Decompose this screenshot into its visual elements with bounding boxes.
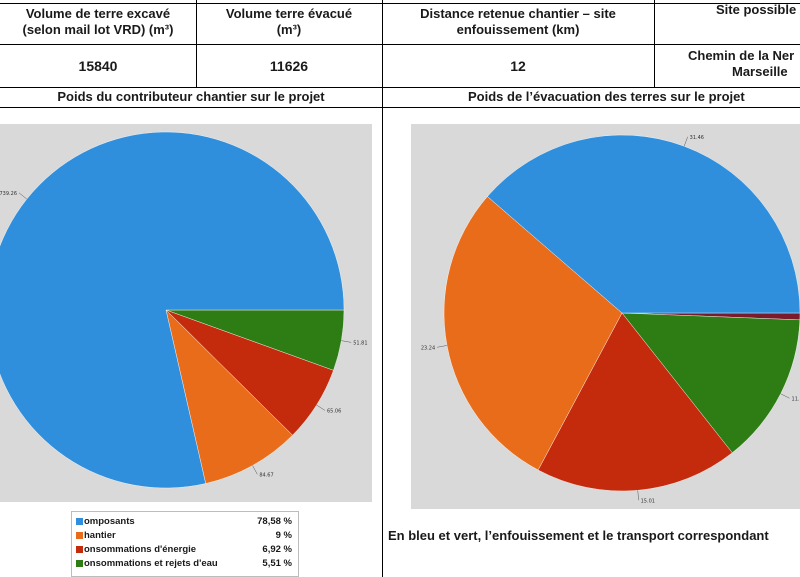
- legend-swatch: [76, 560, 83, 567]
- pie-data-label: 65.06: [327, 408, 341, 414]
- pie-data-label: 51.81: [353, 340, 367, 346]
- pie-label-leader: [437, 345, 448, 348]
- legend-swatch: [76, 546, 83, 553]
- table-col-line-2: [382, 0, 383, 577]
- pie-data-label: 11.: [792, 396, 800, 402]
- legend-swatch: [76, 532, 83, 539]
- header-distance: Distance retenue chantier – site enfouiss…: [420, 6, 616, 37]
- section-title-right: Poids de l’évacuation des terres sur le …: [468, 89, 745, 104]
- legend-swatch: [76, 518, 83, 525]
- pie-data-label: 739.26: [0, 191, 17, 197]
- pie-data-label: 23.24: [421, 345, 435, 351]
- right-caption: En bleu et vert, l’enfouissement et le t…: [388, 528, 769, 543]
- pie-slice-bleu: [487, 134, 800, 314]
- pie-data-label: 84.67: [259, 472, 273, 478]
- pie-data-label: 15.01: [641, 498, 655, 504]
- pie-label-leader: [252, 465, 258, 475]
- value-volume-excave: 15840: [78, 57, 118, 74]
- table-line-3: [0, 107, 800, 108]
- pie-slice-rouge: [537, 312, 733, 492]
- value-site-possible: Chemin de la Ner Marseille: [688, 48, 795, 79]
- table-line-top: [0, 3, 800, 4]
- pie-label-leader: [683, 136, 688, 147]
- value-distance: 12: [510, 57, 526, 74]
- pie-label-leader: [637, 490, 639, 501]
- pie-slice-chantier: [165, 309, 293, 484]
- value-volume-evacue: 11626: [269, 57, 309, 74]
- pie-label-leader: [341, 340, 352, 343]
- table-col-line-3: [654, 0, 655, 87]
- header-volume-excave: Volume de terre excavé (selon mail lot VR…: [22, 6, 174, 37]
- header-volume-evacue: Volume terre évacué (m³): [225, 6, 353, 37]
- legend-item: onsommations et rejets d'eau 5,51 %: [76, 557, 292, 570]
- pie-slice-orange: [443, 196, 623, 471]
- legend-item: onsommations d'énergie 6,92 %: [76, 543, 292, 556]
- table-col-line-1: [196, 0, 197, 87]
- legend-item: hantier 9 %: [76, 529, 292, 542]
- table-line-2: [0, 87, 800, 88]
- left-chart-legend: omposants 78,58 % hantier 9 % onsommatio…: [71, 511, 299, 577]
- table-line-1: [0, 44, 800, 45]
- pie-label-leader: [780, 393, 790, 399]
- section-title-left: Poids du contributeur chantier sur le pr…: [57, 89, 325, 104]
- pie-label-leader: [316, 404, 326, 411]
- pie-label-leader: [18, 192, 27, 200]
- right-pie-chart: 11. 15.01 23.24 31.46: [421, 134, 800, 504]
- header-site-possible: Site possible: [716, 2, 797, 17]
- legend-item: omposants 78,58 %: [76, 515, 292, 528]
- left-pie-chart: 51.81 65.06 84.67 739.26: [0, 131, 368, 489]
- pie-data-label: 31.46: [690, 135, 704, 141]
